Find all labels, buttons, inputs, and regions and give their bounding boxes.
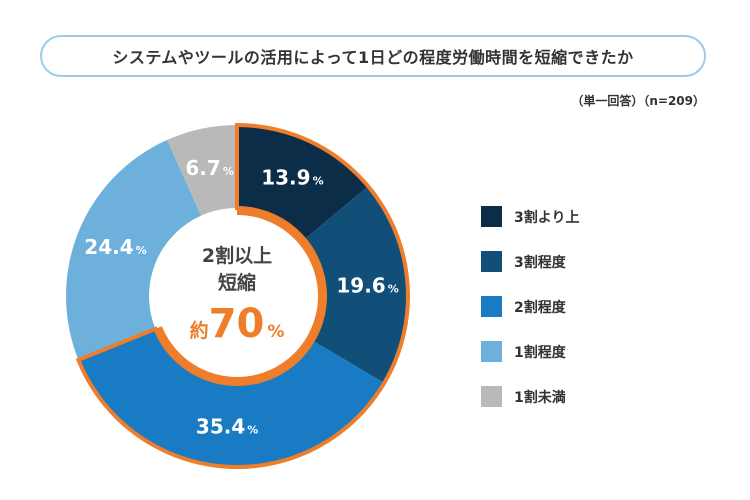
slice-label: 19.6%: [336, 273, 398, 297]
legend-swatch: [481, 251, 502, 272]
slice-4: [65, 139, 202, 360]
svg-text:約70%: 約70%: [190, 301, 285, 347]
legend-label: 3割より上: [514, 209, 580, 226]
legend-item: 1割程度: [481, 329, 579, 374]
slice-5: [167, 125, 237, 216]
highlight-inner-ring: [154, 207, 326, 385]
legend-swatch: [481, 296, 502, 317]
sample-note: （単一回答）（n=209）: [571, 94, 705, 108]
slice-label: 6.7%: [185, 156, 233, 180]
slice-label: 24.4%: [84, 235, 146, 259]
legend-label: 1割未満: [514, 389, 566, 406]
center-prefix: 約: [190, 319, 209, 342]
center-value: 70: [209, 301, 265, 347]
center-line1: 2割以上: [202, 244, 272, 267]
legend-item: 1割未満: [481, 374, 579, 419]
legend-swatch: [481, 206, 502, 227]
legend-label: 1割程度: [514, 344, 566, 361]
slice-2: [304, 186, 409, 384]
legend-item: 2割程度: [481, 284, 579, 329]
center-unit: %: [267, 322, 284, 342]
center-line2: 短縮: [218, 271, 256, 294]
legend-swatch: [481, 341, 502, 362]
legend-item: 3割程度: [481, 239, 579, 284]
legend-swatch: [481, 386, 502, 407]
slice-3: [78, 328, 385, 467]
chart-title: システムやツールの活用によって1日どの程度労働時間を短縮できたか: [40, 35, 706, 77]
slice-label: 35.4%: [196, 415, 258, 439]
legend-label: 3割程度: [514, 254, 566, 271]
legend-item: 3割より上: [481, 194, 579, 239]
slice-label: 13.9%: [261, 165, 323, 189]
legend-label: 2割程度: [514, 299, 566, 316]
legend: 3割より上 3割程度 2割程度 1割程度 1割未満: [481, 194, 579, 419]
slice-1: [237, 125, 369, 240]
